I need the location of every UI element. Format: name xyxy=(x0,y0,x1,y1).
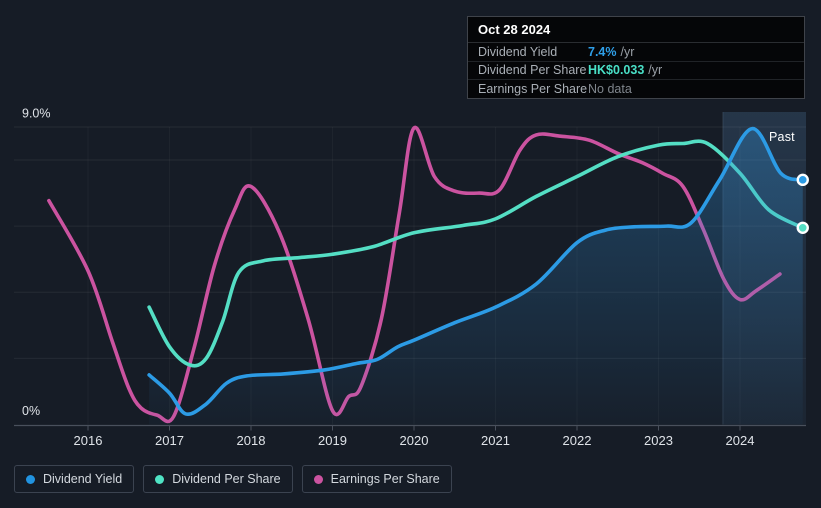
chart-legend: Dividend Yield Dividend Per Share Earnin… xyxy=(14,465,452,493)
dividend-yield-area xyxy=(149,128,803,425)
chart-tooltip: Oct 28 2024 Dividend Yield 7.4% /yr Divi… xyxy=(467,16,805,99)
dividend-yield-end-marker[interactable] xyxy=(796,173,809,187)
x-tick-label: 2021 xyxy=(481,433,510,448)
y-tick-label: 0% xyxy=(22,404,40,418)
tooltip-label: Earnings Per Share xyxy=(478,81,588,96)
x-tick-label: 2020 xyxy=(400,433,429,448)
dividend-per-share-end-marker[interactable] xyxy=(796,221,809,234)
tooltip-row-earnings-per-share: Earnings Per Share No data xyxy=(468,80,804,98)
tooltip-label: Dividend Per Share xyxy=(478,63,587,78)
tooltip-value: HK$0.033 xyxy=(588,63,645,78)
legend-label: Dividend Yield xyxy=(43,472,123,486)
tooltip-unit: /yr xyxy=(620,44,635,59)
legend-item-dividend-per-share[interactable]: Dividend Per Share xyxy=(143,465,293,493)
x-tick-label: 2022 xyxy=(563,433,592,448)
tooltip-value: No data xyxy=(588,81,632,96)
dividend-per-share-dot-icon xyxy=(155,474,165,484)
legend-item-dividend-yield[interactable]: Dividend Yield xyxy=(14,465,135,493)
tooltip-row-dividend-per-share: Dividend Per Share HK$0.033 /yr xyxy=(468,62,804,80)
tooltip-row-dividend-yield: Dividend Yield 7.4% /yr xyxy=(468,43,804,62)
tooltip-date: Oct 28 2024 xyxy=(468,17,804,43)
legend-item-earnings-per-share[interactable]: Earnings Per Share xyxy=(301,465,452,493)
x-tick-label: 2019 xyxy=(318,433,347,448)
legend-label: Earnings Per Share xyxy=(330,472,440,486)
dividend-yield-dot-icon xyxy=(26,474,35,484)
x-tick-label: 2017 xyxy=(155,433,184,448)
x-tick-label: 2016 xyxy=(74,433,103,448)
tooltip-unit: /yr xyxy=(648,63,663,78)
x-tick-label: 2018 xyxy=(237,433,266,448)
earnings-per-share-dot-icon xyxy=(313,474,323,484)
tooltip-value: 7.4% xyxy=(588,44,617,59)
dividend-per-share-line[interactable] xyxy=(147,139,805,368)
past-region-label: Past xyxy=(769,130,795,144)
dividend-yield-line[interactable] xyxy=(147,126,805,417)
x-tick-label: 2024 xyxy=(726,433,755,448)
x-tick-label: 2023 xyxy=(644,433,673,448)
y-tick-label: 9.0% xyxy=(22,106,51,120)
legend-label: Dividend Per Share xyxy=(172,472,281,486)
tooltip-label: Dividend Yield xyxy=(478,44,558,59)
